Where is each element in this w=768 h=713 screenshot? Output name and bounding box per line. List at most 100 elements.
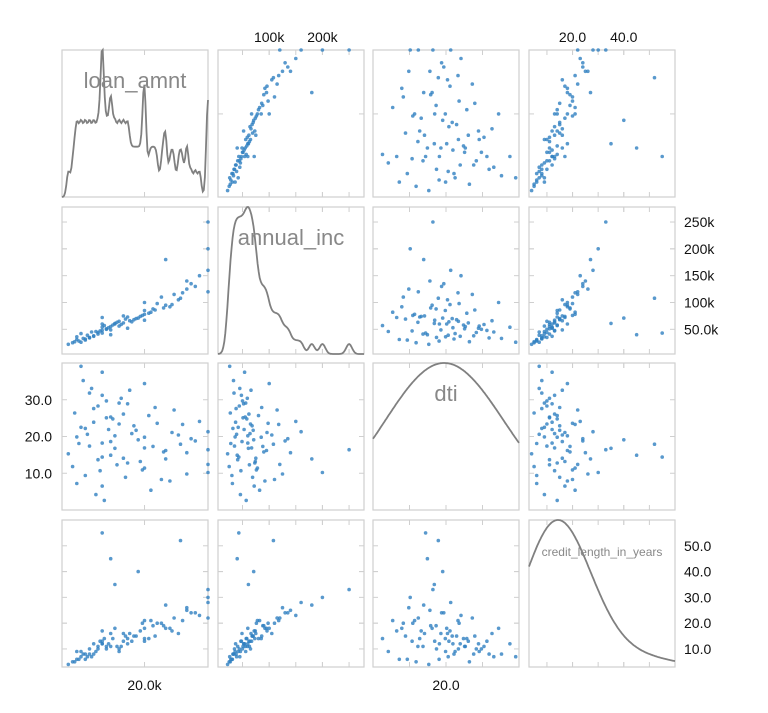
scatter-point — [443, 636, 448, 641]
scatter-point — [529, 188, 534, 193]
scatter-point — [237, 404, 242, 408]
scatter-point — [197, 419, 202, 424]
scatter-point — [439, 146, 443, 150]
scatter-point — [578, 419, 582, 424]
scatter-point — [496, 112, 501, 116]
scatter-point — [604, 48, 608, 52]
scatter-point — [280, 69, 285, 74]
bottom-tick-label: 20.0 — [432, 677, 459, 693]
scatter-point — [537, 169, 541, 174]
scatter-point — [442, 65, 446, 69]
scatter-point — [237, 647, 242, 651]
scatter-point — [462, 327, 467, 331]
scatter-point — [458, 642, 463, 646]
scatter-point — [240, 146, 244, 150]
scatter-point — [570, 468, 575, 472]
scatter-point — [228, 660, 233, 664]
scatter-point — [414, 340, 418, 345]
scatter-point — [117, 401, 121, 405]
scatter-point — [206, 247, 210, 251]
scatter-point — [251, 428, 255, 433]
scatter-point — [266, 421, 270, 426]
scatter-point — [454, 122, 459, 127]
scatter-point — [272, 477, 277, 482]
scatter-point — [189, 611, 193, 615]
scatter-point — [254, 456, 258, 461]
scatter-point — [485, 328, 489, 333]
scatter-point — [443, 308, 448, 313]
scatter-point — [206, 595, 210, 600]
scatter-point — [178, 442, 183, 447]
scatter-point — [91, 406, 96, 411]
scatter-point — [529, 452, 534, 456]
scatter-point — [477, 649, 482, 654]
scatter-point — [446, 654, 451, 659]
cell-frame — [528, 362, 676, 511]
scatter-point — [262, 450, 266, 454]
scatter-point — [473, 101, 477, 106]
scatter-point — [467, 182, 472, 186]
scatter-point — [142, 308, 147, 313]
scatter-point — [100, 531, 104, 535]
scatter-point — [106, 642, 111, 646]
scatter-point — [434, 307, 438, 311]
scatter-point — [117, 422, 121, 426]
scatter-point — [380, 636, 385, 641]
scatter-point — [432, 321, 437, 326]
scatter-point — [233, 163, 238, 167]
scatter-point — [471, 334, 476, 338]
cell-frame — [372, 49, 520, 198]
scatter-point — [575, 408, 580, 412]
scatter-point — [286, 65, 290, 69]
scatter-point — [242, 427, 246, 432]
scatter-point — [136, 569, 140, 574]
scatter-point — [320, 470, 325, 475]
scatter-point — [102, 636, 107, 641]
scatter-point — [75, 335, 79, 339]
scatter-point — [547, 146, 552, 150]
scatter-point — [540, 163, 544, 167]
scatter-point — [552, 393, 557, 398]
scatter-point — [573, 112, 577, 116]
scatter-point — [479, 327, 484, 332]
scatter-point — [138, 459, 143, 464]
scatter-point — [77, 441, 81, 446]
scatter-point — [242, 370, 247, 375]
scatter-point — [550, 427, 554, 432]
scatter-point — [83, 337, 88, 341]
scatter-point — [89, 330, 94, 334]
scatter-point — [552, 468, 557, 473]
scatter-point — [540, 406, 544, 411]
scatter-point — [542, 324, 547, 328]
density-curve-dti — [372, 362, 520, 444]
scatter-point — [427, 662, 431, 667]
scatter-point — [142, 639, 147, 643]
scatter-point — [416, 139, 420, 144]
scatter-point — [113, 434, 117, 438]
scatter-point — [555, 323, 559, 328]
scatter-point — [104, 647, 109, 651]
scatter-point — [411, 313, 415, 318]
scatter-point — [229, 441, 233, 446]
scatter-point — [264, 448, 269, 453]
scatter-point — [241, 150, 245, 155]
scatter-point — [132, 634, 136, 638]
cell-frame — [217, 49, 365, 198]
cell-loan_amnt-vs-loan_amnt: loan_amnt — [61, 47, 209, 198]
scatter-point — [247, 644, 252, 649]
scatter-point — [586, 287, 590, 291]
scatter-point — [151, 623, 155, 628]
cell-frame — [217, 362, 365, 511]
scatter-point — [159, 477, 164, 482]
scatter-point — [81, 378, 85, 383]
scatter-point — [123, 634, 128, 638]
scatter-point — [410, 639, 414, 643]
scatter-point — [252, 484, 256, 488]
scatter-point — [75, 657, 79, 662]
scatter-point — [249, 388, 253, 393]
scatter-point — [565, 86, 570, 91]
scatter-point — [421, 644, 425, 649]
scatter-point — [249, 112, 254, 116]
scatter-point — [545, 330, 549, 335]
cell-frame — [528, 206, 676, 355]
